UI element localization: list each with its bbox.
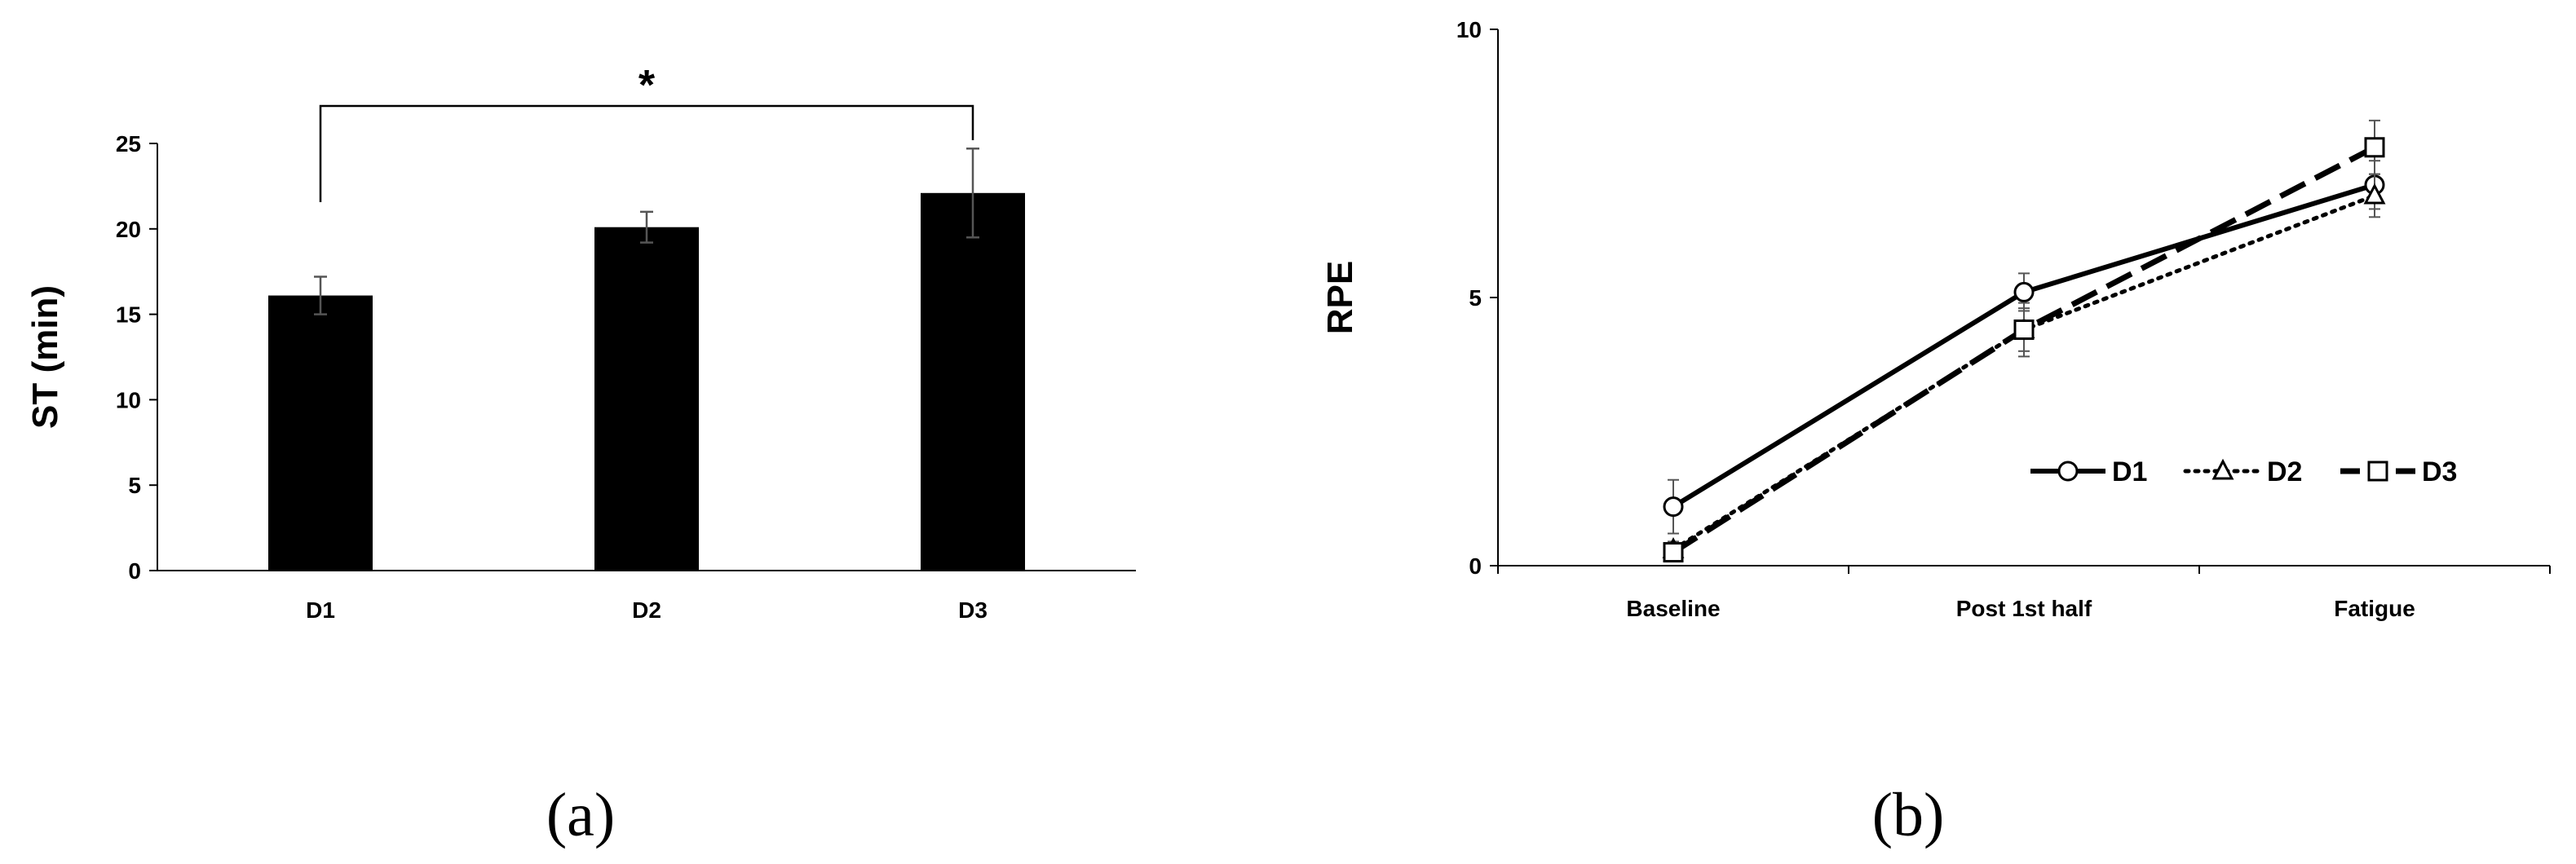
panel-label-a: (a) [546, 781, 615, 849]
panel-label-b: (b) [1872, 781, 1945, 849]
bar-chart-panel: 0 5 10 15 20 25 D1 D2 D3 * ST (min) (a) [25, 62, 1136, 849]
legend-marker-d1 [2057, 461, 2079, 482]
bar-chart-x-tick-label: D3 [958, 597, 988, 623]
bar-d3 [921, 192, 1025, 571]
legend-label-d3: D3 [2422, 456, 2457, 487]
bar-chart-x-tick-label: D1 [306, 597, 335, 623]
data-point-d3 [2013, 319, 2035, 340]
significance-star: * [638, 62, 656, 109]
error-bar-d3 [966, 148, 979, 239]
data-point-d1 [1663, 496, 1684, 518]
bar-chart-y-tick-label: 5 [128, 473, 141, 498]
legend-label-d1: D1 [2112, 456, 2147, 487]
bar-chart-x-tick-label: D2 [632, 597, 661, 623]
legend-label-d2: D2 [2267, 456, 2302, 487]
significance-bracket [319, 104, 974, 202]
data-point-d3 [2364, 137, 2385, 158]
data-point-d3 [1663, 542, 1684, 563]
line-chart-x-tick-label: Post 1st half [1956, 596, 2092, 621]
legend-entry-d2: D2 [2183, 456, 2302, 487]
line-chart-y-tick-label: 5 [1469, 285, 1482, 311]
legend-entry-d3: D3 [2340, 456, 2457, 487]
line-chart-panel: 0 5 10 Baseline Post 1st half Fatigue D1 D2 D3… [1320, 17, 2551, 849]
bar-chart-y-tick-label: 20 [116, 217, 141, 242]
line-chart-y-axis-label: RPE [1320, 261, 1360, 334]
error-bar-d1 [314, 276, 327, 315]
bar-chart-y-tick-label: 15 [116, 302, 141, 328]
bar-d1 [268, 295, 373, 571]
bar-chart-y-axis-label: ST (min) [25, 285, 65, 429]
legend-entry-d1: D1 [2030, 456, 2147, 487]
legend-marker-d3 [2367, 461, 2388, 482]
legend-marker-d2 [2211, 458, 2234, 480]
data-point-d1 [2013, 281, 2035, 302]
line-chart-y-tick-label: 10 [1456, 17, 1482, 42]
line-chart-y-tick-label: 0 [1469, 553, 1482, 579]
line-chart-x-tick-label: Baseline [1626, 596, 1720, 621]
bar-chart-y-tick-label: 0 [128, 558, 141, 584]
bar-chart-y-tick-label: 10 [116, 387, 141, 412]
series-line-d2 [1671, 193, 2377, 552]
bar-d2 [594, 227, 699, 571]
data-point-d2 [2363, 183, 2386, 205]
bar-chart-y-tick-label: 25 [116, 131, 141, 156]
line-chart-x-tick-label: Fatigue [2334, 596, 2415, 621]
error-bar-d2 [640, 210, 653, 244]
